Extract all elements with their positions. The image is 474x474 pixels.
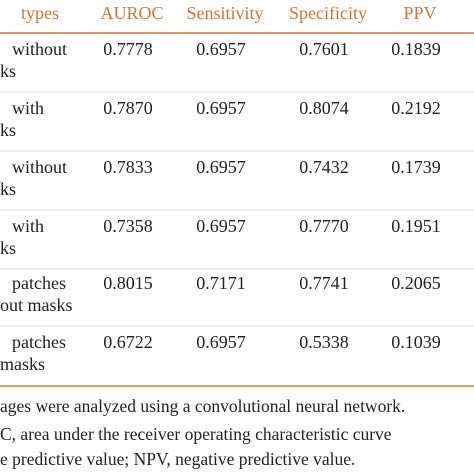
cell-value: 0.7778 [103, 39, 153, 59]
cell-value: 0.2192 [391, 98, 441, 118]
cell-value: 0.6722 [103, 332, 153, 352]
cell-value: 0.2065 [391, 273, 441, 293]
row-label: out masks [0, 295, 73, 315]
cell-value: 0.1839 [391, 39, 441, 59]
row-label: masks [0, 354, 45, 374]
row-label: patches [12, 332, 66, 352]
cell-value: 0.1951 [391, 216, 441, 236]
cell-value: 0.7870 [103, 98, 153, 118]
row-label: ks [0, 61, 16, 81]
cell-value: 0.1739 [391, 157, 441, 177]
row-label: without [12, 157, 67, 177]
column-header: Sensitivity [186, 3, 263, 23]
cell-value: 0.6957 [196, 216, 246, 236]
cell-value: 0.7741 [299, 273, 349, 293]
cell-value: 0.7432 [299, 157, 349, 177]
cell-value: 0.7770 [299, 216, 349, 236]
cell-value: 0.1039 [391, 332, 441, 352]
cell-value: 0.5338 [299, 332, 349, 352]
row-label: without [12, 39, 67, 59]
row-label: ks [0, 120, 16, 140]
cell-value: 0.7171 [196, 273, 246, 293]
cell-value: 0.7358 [103, 216, 153, 236]
row-label: ks [0, 179, 16, 199]
cell-value: 0.8015 [103, 273, 153, 293]
cell-value: 0.6957 [196, 98, 246, 118]
row-label: with [12, 216, 44, 236]
row-label: with [12, 98, 44, 118]
footnote: e predictive value; NPV, negative predic… [0, 449, 355, 469]
cell-value: 0.7601 [299, 39, 349, 59]
cell-value: 0.7833 [103, 157, 153, 177]
footnote: ages were analyzed using a convolutional… [0, 396, 405, 416]
row-label: ks [0, 238, 16, 258]
cell-value: 0.6957 [196, 157, 246, 177]
column-header: PPV [403, 3, 436, 23]
column-header: types [21, 3, 59, 23]
cell-value: 0.6957 [196, 332, 246, 352]
row-label: patches [12, 273, 66, 293]
cell-value: 0.6957 [196, 39, 246, 59]
footnote: C, area under the receiver operating cha… [0, 424, 392, 444]
column-header: Specificity [289, 3, 367, 23]
cell-value: 0.8074 [299, 98, 349, 118]
column-header: AUROC [100, 3, 163, 23]
